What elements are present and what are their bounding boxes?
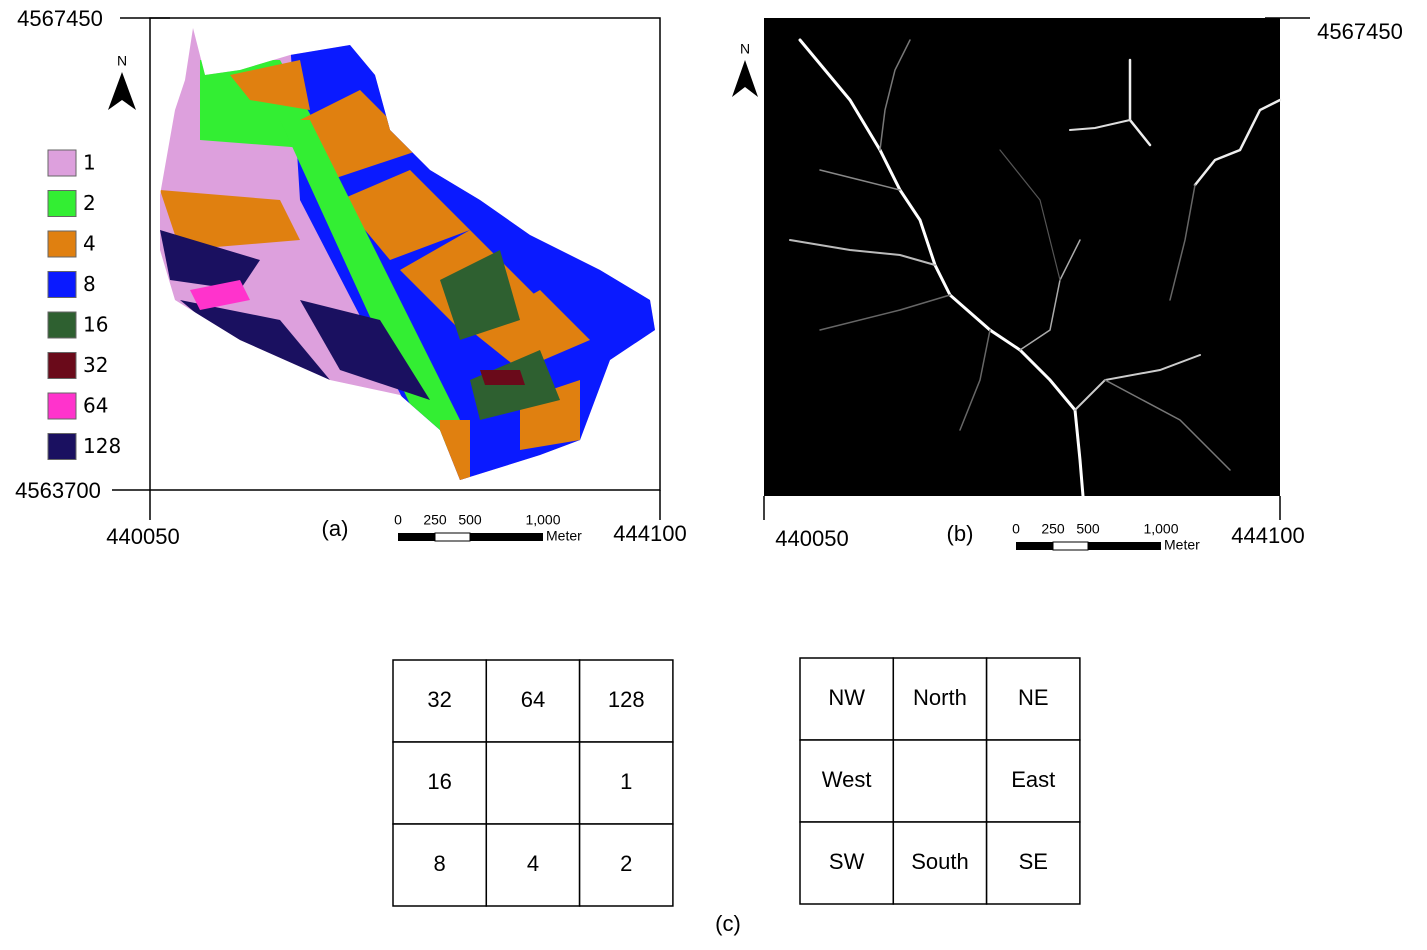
panel-c: (c) 32 64 128 16 1 8 4 2 NW North NE West East SW Sout… bbox=[393, 658, 1080, 936]
legend-swatch bbox=[48, 272, 76, 298]
table-cell bbox=[893, 740, 986, 822]
legend-label: 32 bbox=[83, 353, 108, 377]
legend-label: 64 bbox=[83, 394, 108, 418]
panel-label: (c) bbox=[715, 911, 741, 936]
scale-segment bbox=[398, 533, 435, 541]
table-cell bbox=[486, 742, 579, 824]
north-label: N bbox=[740, 41, 750, 57]
direction-map bbox=[150, 18, 680, 490]
legend-swatch bbox=[48, 353, 76, 379]
legend-swatch bbox=[48, 191, 76, 217]
scale-label: 500 bbox=[458, 512, 482, 528]
legend-label: 4 bbox=[83, 232, 96, 256]
scale-label: 500 bbox=[1076, 521, 1100, 537]
coord-label: 440050 bbox=[775, 526, 848, 551]
coord-label: 4563700 bbox=[15, 478, 101, 503]
legend-label: 1 bbox=[83, 151, 96, 175]
scale-label: 0 bbox=[1012, 521, 1020, 537]
scale-segment bbox=[435, 533, 470, 541]
legend: 1 2 4 8 16 32 64 128 bbox=[48, 150, 121, 460]
scale-unit: Meter bbox=[546, 528, 582, 544]
legend-swatch bbox=[48, 393, 76, 419]
cell-text: SE bbox=[1019, 849, 1048, 874]
coord-label: 444100 bbox=[1231, 523, 1304, 548]
scale-label: 250 bbox=[1041, 521, 1065, 537]
north-arrow: N bbox=[108, 53, 136, 110]
scale-segment bbox=[470, 533, 543, 541]
cell-text: 2 bbox=[620, 851, 632, 876]
cell-text: 128 bbox=[608, 687, 645, 712]
legend-swatch bbox=[48, 312, 76, 338]
scale-label: 1,000 bbox=[525, 512, 560, 528]
scale-label: 250 bbox=[423, 512, 447, 528]
legend-label: 8 bbox=[83, 272, 96, 296]
cell-text: 64 bbox=[521, 687, 545, 712]
cell-text: SW bbox=[829, 849, 865, 874]
cell-text: NE bbox=[1018, 685, 1049, 710]
cell-text: 16 bbox=[427, 769, 451, 794]
legend-label: 16 bbox=[83, 313, 108, 337]
cell-text: NW bbox=[828, 685, 865, 710]
legend-label: 128 bbox=[83, 434, 121, 458]
figure: 4567450 4563700 440050 444100 (a) bbox=[0, 0, 1427, 945]
north-arrow: N bbox=[732, 41, 758, 97]
cell-text: 1 bbox=[620, 769, 632, 794]
coord-label: 4567450 bbox=[17, 6, 103, 31]
cell-text: South bbox=[911, 849, 969, 874]
cell-text: North bbox=[913, 685, 967, 710]
legend-swatch bbox=[48, 231, 76, 257]
scale-label: 0 bbox=[394, 512, 402, 528]
scale-segment bbox=[1016, 542, 1053, 550]
legend-swatch bbox=[48, 150, 76, 176]
legend-swatch bbox=[48, 434, 76, 460]
north-label: N bbox=[117, 53, 127, 69]
panel-b: 4567450 440050 444100 (b) N 0 250 500 1,000… bbox=[732, 18, 1403, 553]
cell-text: 32 bbox=[427, 687, 451, 712]
legend-label: 2 bbox=[83, 191, 96, 215]
cell-text: West bbox=[822, 767, 872, 792]
scale-segment bbox=[1053, 542, 1088, 550]
scale-segment bbox=[1088, 542, 1161, 550]
coord-label: 4567450 bbox=[1317, 19, 1403, 44]
coord-label: 440050 bbox=[106, 524, 179, 549]
panel-a: 4567450 4563700 440050 444100 (a) bbox=[15, 6, 687, 549]
cell-text: 8 bbox=[434, 851, 446, 876]
coord-label: 444100 bbox=[613, 521, 686, 546]
cell-text: East bbox=[1011, 767, 1055, 792]
panel-label: (b) bbox=[947, 521, 974, 546]
cell-text: 4 bbox=[527, 851, 539, 876]
scale-label: 1,000 bbox=[1143, 521, 1178, 537]
scale-unit: Meter bbox=[1164, 537, 1200, 553]
panel-label: (a) bbox=[322, 516, 349, 541]
